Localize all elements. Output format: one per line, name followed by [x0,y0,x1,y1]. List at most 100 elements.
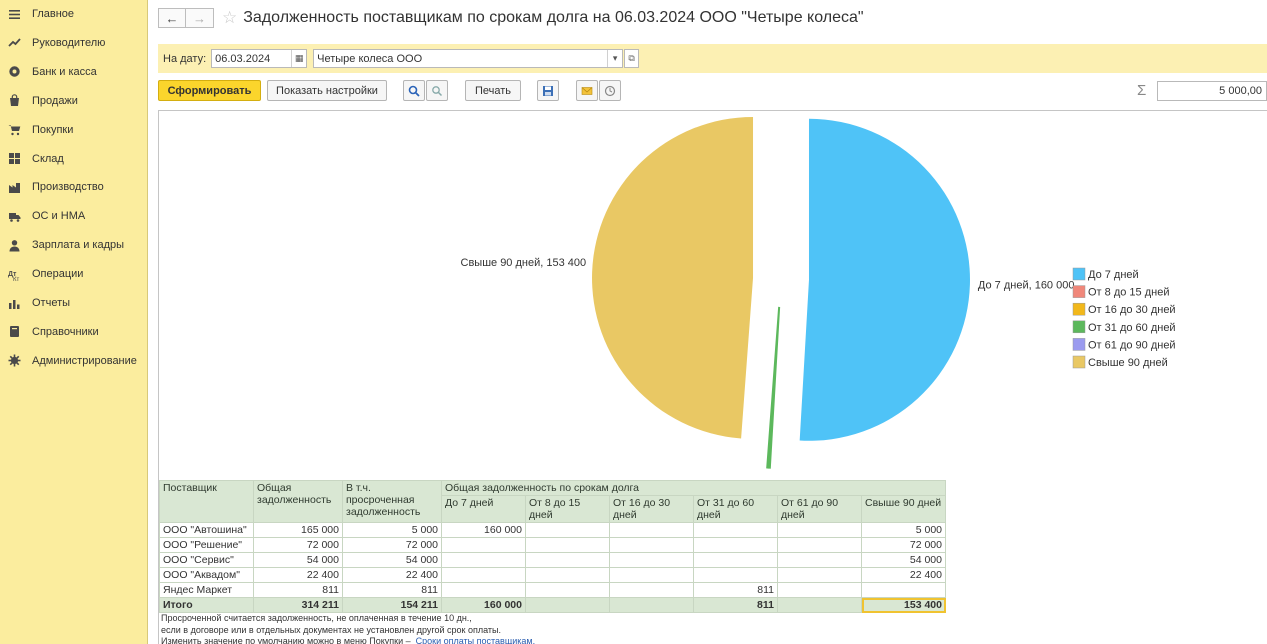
cell-bucket-6[interactable]: 54 000 [861,552,946,568]
cell-bucket-6[interactable] [861,582,946,598]
cell-bucket-4[interactable] [693,552,778,568]
cell-bucket-3[interactable] [609,582,694,598]
cell-bucket-5[interactable] [777,537,862,553]
sidebar-item-6[interactable]: Склад [0,146,148,172]
cell-total[interactable]: 314 211 [253,597,343,613]
cell-total[interactable]: 811 [253,582,343,598]
search-button[interactable] [403,80,425,101]
sidebar-item-1[interactable]: Главное [0,1,148,27]
date-field[interactable]: 06.03.2024 ▦ [211,49,308,68]
forward-button[interactable]: → [186,8,214,28]
cell-bucket-2[interactable] [525,552,610,568]
cell-overdue[interactable]: 22 400 [342,567,442,583]
cell-bucket-3[interactable] [609,552,694,568]
cell-bucket-2[interactable] [525,537,610,553]
cell-overdue[interactable]: 5 000 [342,522,442,538]
cell-overdue[interactable]: 54 000 [342,552,442,568]
pie-slice-1 [799,118,970,441]
cell-supplier[interactable]: ООО "Аквадом" [159,567,254,583]
cell-bucket-6[interactable]: 5 000 [861,522,946,538]
cell-bucket-1[interactable]: 160 000 [441,522,526,538]
cell-bucket-5[interactable] [777,597,862,613]
cell-bucket-2[interactable] [525,567,610,583]
cell-bucket-1[interactable] [441,552,526,568]
cell-supplier[interactable]: Итого [159,597,254,613]
sidebar-item-8[interactable]: ОС и НМА [0,203,148,229]
generate-button[interactable]: Сформировать [158,80,261,101]
search-icon [408,85,420,97]
sidebar-item-3[interactable]: Банк и касса [0,59,148,85]
cell-bucket-3[interactable] [609,567,694,583]
open-organization-icon[interactable]: ⧉ [624,49,640,68]
cell-total[interactable]: 165 000 [253,522,343,538]
cell-overdue[interactable]: 811 [342,582,442,598]
cell-bucket-1[interactable] [441,567,526,583]
cell-bucket-2[interactable] [525,582,610,598]
sidebar-item-5[interactable]: Покупки [0,117,148,143]
svg-text:Дт: Дт [8,271,17,278]
cell-bucket-6[interactable]: 153 400 [861,597,946,613]
save-button[interactable] [537,80,559,101]
cell-supplier[interactable]: Яндес Маркет [159,582,254,598]
sidebar-item-10[interactable]: Дт Кт Операции [0,261,148,287]
email-button[interactable] [576,80,598,101]
header: ← → ☆ Задолженность поставщикам по срока… [158,6,864,30]
cell-supplier[interactable]: ООО "Решение" [159,537,254,553]
dropdown-icon[interactable]: ▾ [607,50,622,67]
cell-overdue[interactable]: 72 000 [342,537,442,553]
cell-supplier[interactable]: ООО "Автошина" [159,522,254,538]
calendar-icon[interactable]: ▦ [291,50,306,67]
cell-bucket-5[interactable] [777,567,862,583]
cell-bucket-4[interactable]: 811 [693,582,778,598]
cell-bucket-4[interactable] [693,567,778,583]
cell-bucket-3[interactable] [609,597,694,613]
cell-bucket-2[interactable] [525,522,610,538]
show-settings-button[interactable]: Показать настройки [267,80,387,101]
cell-bucket-4[interactable] [693,537,778,553]
cell-bucket-5[interactable] [777,522,862,538]
cell-bucket-6[interactable]: 22 400 [861,567,946,583]
note-line-1: Просроченной считается задолженность, не… [161,613,472,623]
bar-chart-icon [7,296,21,310]
factory-icon [7,180,21,194]
sidebar-item-4[interactable]: Продажи [0,88,148,114]
grid-icon [7,152,21,166]
cell-bucket-4[interactable] [693,522,778,538]
legend-label-1: До 7 дней [1088,269,1139,281]
save-icon [543,85,553,96]
payment-terms-link[interactable]: Сроки оплаты поставщикам. [415,636,536,644]
cell-bucket-4[interactable]: 811 [693,597,778,613]
sidebar-item-2[interactable]: Руководителю [0,30,148,56]
history-button[interactable] [599,80,621,101]
cell-bucket-1[interactable]: 160 000 [441,597,526,613]
sidebar-item-7[interactable]: Производство [0,174,148,200]
person-icon [7,238,21,252]
cell-bucket-5[interactable] [777,552,862,568]
cell-bucket-6[interactable]: 72 000 [861,537,946,553]
sidebar-item-9[interactable]: Зарплата и кадры [0,232,148,258]
search-reset-button[interactable] [426,80,448,101]
cell-bucket-1[interactable] [441,582,526,598]
debt-table: Поставщик Общая задолженность В т.ч. про… [159,480,946,613]
cell-total[interactable]: 22 400 [253,567,343,583]
cell-bucket-5[interactable] [777,582,862,598]
cell-bucket-3[interactable] [609,537,694,553]
cell-total[interactable]: 54 000 [253,552,343,568]
sidebar-item-11[interactable]: Отчеты [0,290,148,316]
back-button[interactable]: ← [158,8,186,28]
cell-total[interactable]: 72 000 [253,537,343,553]
pie-chart: До 7 дней, 160 000От 31 до 60 дней, 811С… [461,116,1176,469]
search-reset-icon [432,85,443,96]
sidebar-item-12[interactable]: Справочники [0,319,148,345]
sidebar-item-13[interactable]: Администрирование [0,348,148,374]
header-bucket-6: Свыше 90 дней [861,495,946,523]
cell-bucket-2[interactable] [525,597,610,613]
cell-bucket-1[interactable] [441,537,526,553]
organization-field[interactable]: Четыре колеса ООО ▾ [313,49,624,68]
favorite-star-icon[interactable]: ☆ [222,8,238,27]
coins-icon [7,65,21,79]
cell-overdue[interactable]: 154 211 [342,597,442,613]
cell-bucket-3[interactable] [609,522,694,538]
print-button[interactable]: Печать [465,80,521,101]
cell-supplier[interactable]: ООО "Сервис" [159,552,254,568]
